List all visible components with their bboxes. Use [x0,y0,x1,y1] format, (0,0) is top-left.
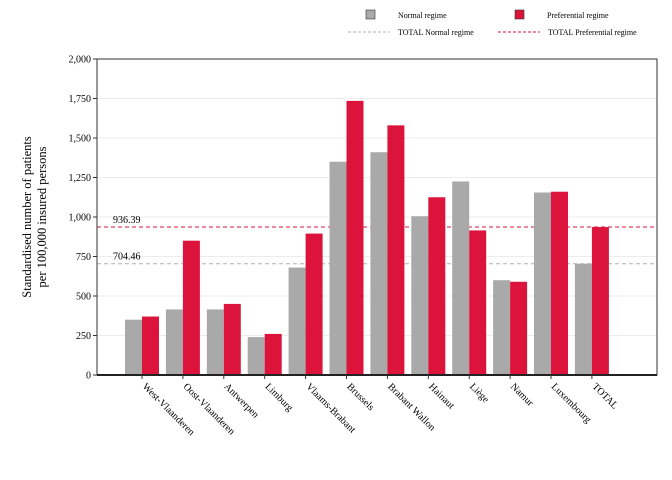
x-tick-label: TOTAL [590,381,620,411]
x-tick-label: Brussels [344,381,376,413]
bar [305,233,323,375]
x-tick-label: Namur [508,381,536,409]
bar [329,161,347,375]
bar [346,100,364,376]
bar [591,227,609,375]
bar [142,316,159,375]
legend-label: Preferential regime [547,11,609,20]
y-axis-title-line: per 100,000 insured persons [35,146,49,287]
bar [510,281,528,375]
y-tick-label: 1,500 [69,134,92,145]
bar [206,309,224,375]
x-tick-label: Antwerpen [222,381,261,420]
y-tick-label: 250 [76,331,91,342]
bars [125,100,609,376]
bar [469,230,487,375]
reference-line-label: 704.46 [113,252,141,263]
y-tick-label: 0 [86,371,91,382]
y-tick-label: 1,750 [69,94,92,105]
y-tick-label: 750 [76,252,91,263]
y-tick-label: 2,000 [69,55,92,66]
bar [574,263,592,375]
x-tick-label: Luxembourg [549,381,593,425]
y-axis-title: Standardised number of patientsper 100,0… [20,136,49,298]
bar [165,309,183,375]
reference-line-label: 936.39 [113,215,141,226]
bar [370,152,388,375]
legend-label: TOTAL Normal regime [398,28,474,37]
y-axis-title-text: Standardised number of patientsper 100,0… [20,136,49,298]
legend-label: TOTAL Preferential regime [548,28,637,37]
legend: Normal regime Preferential regime TOTAL No… [348,9,637,37]
y-tick-label: 1,250 [69,173,92,184]
x-tick-label: Hainaut [426,381,456,411]
legend-swatch [365,9,376,20]
bar [223,303,241,375]
bar [428,197,446,375]
bar [551,191,568,375]
bar [264,333,282,375]
legend-swatch [514,9,525,20]
bar [387,125,405,375]
y-axis-title-line: Standardised number of patients [20,136,34,298]
bar [182,240,200,375]
bar [125,319,142,375]
bar [411,216,429,375]
x-tick-label: Limburg [263,381,295,413]
bar [247,337,265,375]
x-tick-label: Liège [467,381,491,405]
bar [493,280,511,375]
bar [534,192,551,375]
bar [452,181,470,375]
legend-label: Normal regime [398,11,447,20]
y-tick-label: 1,000 [69,213,92,224]
y-tick-label: 500 [76,292,91,303]
bar [288,267,306,375]
